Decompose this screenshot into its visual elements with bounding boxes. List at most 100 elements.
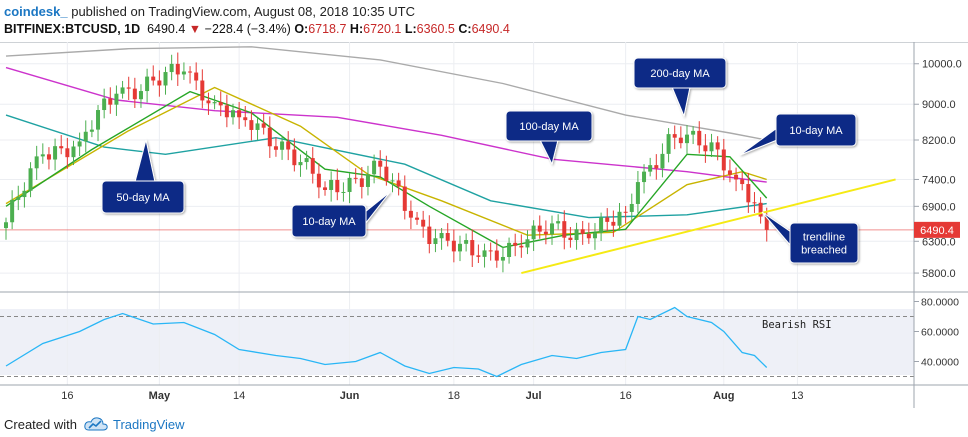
low-label: L: [404,22,417,36]
candle [65,137,70,169]
close-label: C: [458,22,472,36]
candle-body [40,154,45,157]
candle [53,138,58,171]
candle [77,132,82,156]
price-chart[interactable]: Bearish RSI 16 May 14 Jun 18 Jul 16 Aug 13 10000.… [0,42,968,408]
y-tick-label: 6300.0 [922,236,956,248]
annotations: 200-day MA 100-day MA 10-day MA 50-day MA 10… [101,57,859,264]
candle-body [691,130,696,135]
candle-body [470,240,475,256]
candle-body [654,165,659,169]
candle-body [427,226,432,245]
candle-body [648,165,653,172]
tradingview-link[interactable]: TradingView [113,417,185,432]
candle-body [519,245,524,248]
candle [120,80,125,99]
candle [353,168,358,184]
candle-body [721,149,726,171]
candle [96,105,101,142]
candle [323,181,328,196]
candle-body [16,197,21,200]
candle-body [543,231,548,235]
candle [421,210,426,238]
candle-body [353,177,358,179]
candle [721,138,726,181]
x-tick-label: Aug [713,390,734,402]
candle [46,147,51,170]
created-with-label: Created with [4,417,77,432]
candle [59,135,64,155]
candle-body [531,225,536,240]
candle [513,233,518,257]
candle-body [746,184,751,203]
candle [4,217,8,240]
candle [525,230,530,255]
last-price: 6490.4 [147,22,186,36]
candle [194,62,199,91]
candle-body [22,190,27,198]
candle [304,150,309,170]
candle [384,155,389,186]
candle-body [304,158,309,163]
candle [298,154,303,177]
down-arrow-icon: ▼ [188,22,202,36]
candle-body [243,117,248,121]
candle [697,121,702,154]
candle [752,192,757,213]
candle-body [194,72,199,81]
chart-header: coindesk_ published on TradingView.com, … [0,0,968,42]
candle [22,182,27,208]
candle [439,228,444,250]
candle-body [396,180,401,187]
20-day-ma-line [5,86,767,236]
candle-body [114,93,119,105]
candle [500,246,505,273]
candle [126,76,131,101]
candle-body [310,158,315,174]
candle-body [439,233,444,239]
candle [157,70,162,97]
candle-body [611,221,616,226]
candle [415,211,420,225]
candle-body [59,146,64,149]
candle-body [390,180,395,182]
candle-body [286,141,291,150]
candle-body [507,242,512,257]
x-tick-label: 16 [620,390,632,402]
annotation-50-day-ma-label: 50-day MA [116,192,170,204]
candle-body [249,120,254,130]
candle [476,244,481,263]
candle [592,223,597,250]
candle [568,227,573,248]
candle-body [574,229,579,241]
x-tick-label: 16 [61,390,73,402]
candle [684,125,689,155]
candle [347,173,352,204]
candle-body [138,91,143,100]
annotation-10-day-ma-left-box [291,204,367,238]
moving-average-lines [5,46,768,249]
candle-body [359,178,364,187]
100-day-ma-line [5,66,767,183]
candle [175,52,180,86]
candle-body [218,102,223,106]
candle-body [678,137,683,144]
candle [715,136,720,161]
candle [488,242,493,261]
candle-body [267,127,272,147]
publish-info: published on TradingView.com, August 08,… [71,4,415,19]
candle-body [734,174,739,180]
candle-body [372,160,377,175]
annotation-50-day-ma: 50-day MA [101,139,185,214]
coindesk-logo[interactable]: coindesk_ [4,4,68,19]
x-tick-label: 13 [791,390,803,402]
candle-body [77,141,82,147]
candle [408,200,413,230]
candle-body [378,160,383,167]
candle-body [457,243,462,252]
candle-body [451,240,456,252]
candle-body [415,217,420,220]
x-tick-label: Jun [340,390,360,402]
candle [562,210,567,250]
